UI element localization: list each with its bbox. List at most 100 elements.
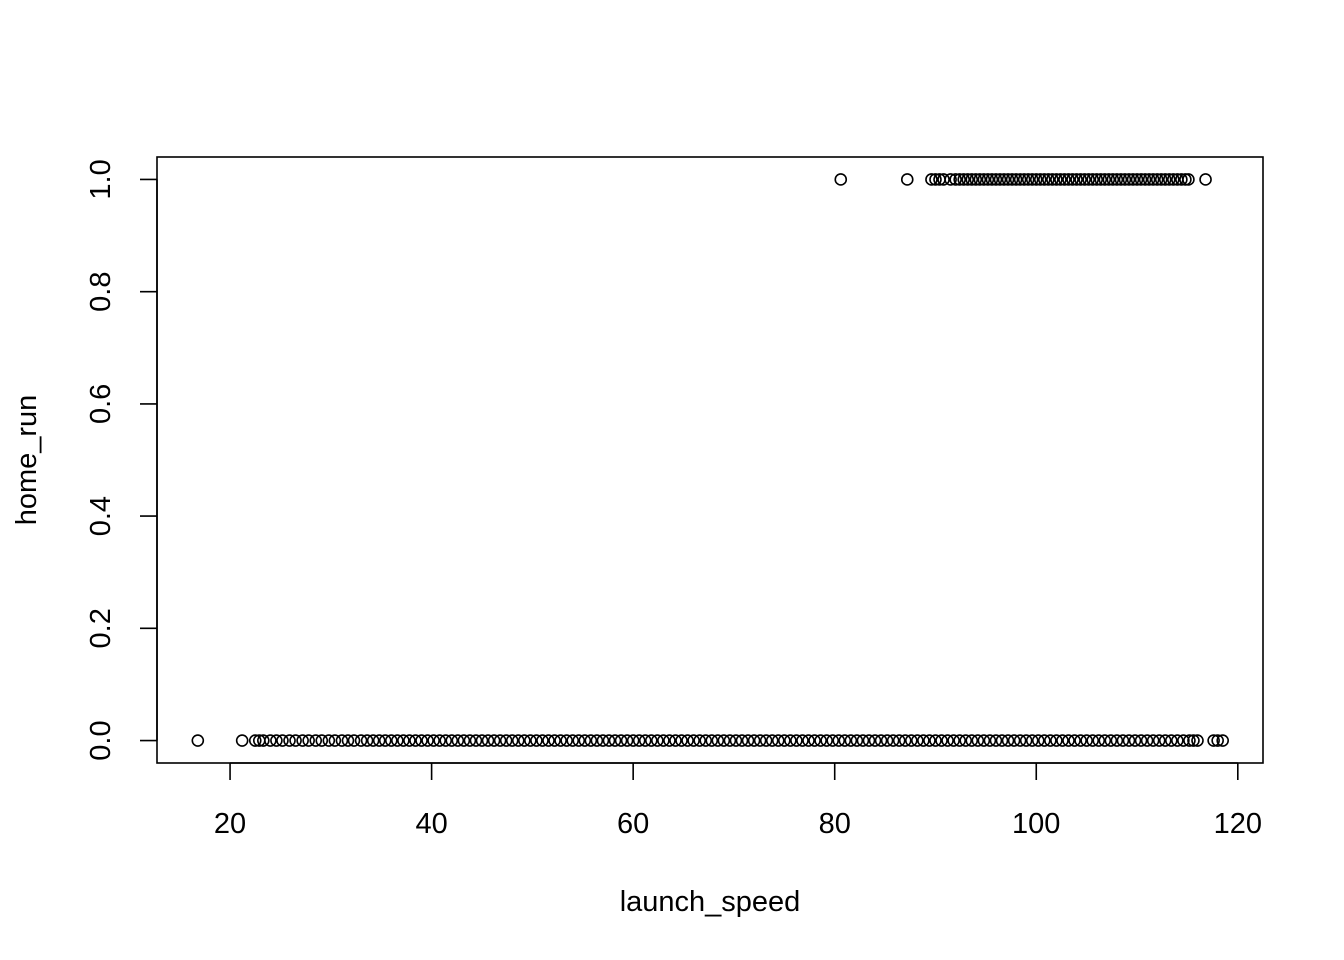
data-point — [530, 734, 543, 747]
data-point — [753, 734, 767, 747]
data-point — [1146, 734, 1160, 747]
y-tick-label: 0.2 — [85, 608, 117, 648]
data-point — [735, 734, 749, 747]
data-point — [856, 734, 870, 747]
data-point — [1140, 734, 1154, 747]
data-point — [481, 734, 495, 747]
data-point — [838, 734, 852, 747]
data-point — [1126, 173, 1140, 186]
data-point — [439, 734, 453, 747]
data-point — [1098, 173, 1112, 186]
data-point — [1044, 734, 1057, 747]
data-point — [995, 734, 1009, 747]
data-point — [944, 173, 957, 186]
data-point — [302, 734, 315, 747]
data-point — [1038, 173, 1051, 186]
data-point — [965, 173, 979, 186]
data-point — [1130, 173, 1144, 186]
data-point — [693, 734, 706, 747]
data-point — [977, 734, 991, 747]
data-point — [518, 734, 531, 747]
data-point — [711, 734, 725, 747]
data-point — [1207, 734, 1220, 747]
data-point — [1086, 734, 1099, 747]
data-point — [1171, 734, 1184, 747]
x-tick-label: 20 — [214, 808, 246, 840]
data-point — [989, 173, 1003, 186]
data-point — [900, 173, 914, 186]
data-point — [1025, 173, 1039, 186]
data-point — [360, 734, 374, 747]
data-point — [590, 734, 604, 747]
data-point — [427, 734, 440, 747]
data-point — [372, 734, 386, 747]
data-point — [511, 734, 525, 747]
data-point — [971, 734, 985, 747]
y-tick-label: 0.4 — [85, 496, 117, 536]
data-point — [1199, 173, 1212, 186]
data-point — [898, 734, 912, 747]
data-point — [961, 173, 975, 186]
data-point — [572, 734, 586, 747]
data-point — [911, 734, 924, 747]
data-point — [1110, 734, 1124, 747]
data-point — [1158, 173, 1172, 186]
data-point — [335, 734, 349, 747]
data-point — [669, 734, 682, 747]
data-point — [1080, 734, 1093, 747]
data-point — [620, 734, 634, 747]
data-point — [1114, 173, 1128, 186]
x-tick-label: 60 — [617, 808, 649, 840]
data-point — [1021, 173, 1035, 186]
data-point — [1042, 173, 1055, 186]
data-point — [862, 734, 876, 747]
data-point — [296, 734, 309, 747]
data-point — [566, 734, 579, 747]
data-point — [953, 734, 966, 747]
data-point — [729, 734, 743, 747]
data-point — [1211, 734, 1224, 747]
data-point — [796, 734, 809, 747]
y-tick-label: 0.6 — [85, 384, 117, 424]
data-point — [784, 734, 797, 747]
data-point — [1033, 173, 1047, 186]
data-point — [1128, 734, 1142, 747]
data-point — [1068, 734, 1081, 747]
data-point — [1110, 173, 1124, 186]
data-point — [778, 734, 791, 747]
x-axis-label: launch_speed — [620, 886, 801, 918]
data-point — [354, 734, 368, 747]
data-point — [759, 734, 773, 747]
data-point — [947, 734, 960, 747]
data-point — [248, 734, 262, 747]
data-point — [699, 734, 713, 747]
data-point — [283, 734, 296, 747]
data-point — [1062, 734, 1075, 747]
data-point — [1094, 173, 1108, 186]
data-point — [880, 734, 894, 747]
data-point — [596, 734, 610, 747]
data-point — [235, 734, 249, 747]
data-point — [741, 734, 755, 747]
data-point — [1191, 734, 1204, 747]
data-point — [626, 734, 640, 747]
data-point — [826, 734, 839, 747]
data-point — [959, 734, 973, 747]
data-point — [469, 734, 483, 747]
data-point — [771, 734, 785, 747]
data-point — [977, 173, 991, 186]
data-point — [397, 734, 410, 747]
data-point — [969, 173, 983, 186]
data-point — [289, 734, 302, 747]
data-point — [997, 173, 1011, 186]
data-point — [1001, 173, 1015, 186]
data-point — [1162, 173, 1176, 186]
data-point — [1050, 173, 1063, 186]
data-point — [983, 734, 997, 747]
data-point — [536, 734, 549, 747]
data-point — [675, 734, 688, 747]
data-point — [705, 734, 719, 747]
data-point — [378, 734, 392, 747]
y-tick-label: 0.0 — [85, 720, 117, 760]
data-point — [632, 734, 646, 747]
